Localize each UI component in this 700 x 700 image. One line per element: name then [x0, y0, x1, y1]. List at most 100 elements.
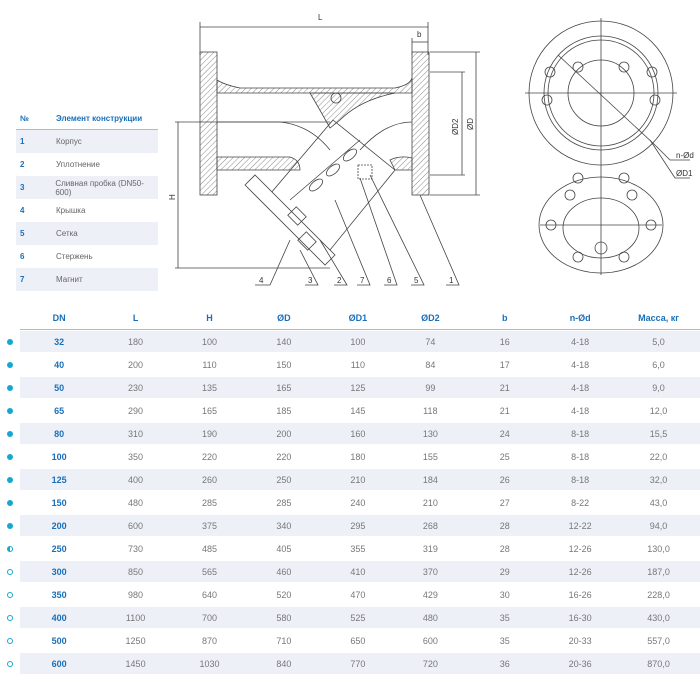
marker-cell [0, 590, 20, 600]
table-cell: 27 [499, 497, 510, 508]
components-legend: № Элемент конструкции 1 Корпус 2 Уплотнени… [16, 107, 158, 291]
table-cell: 130,0 [647, 543, 670, 554]
table-cell: 15,5 [649, 428, 668, 439]
table-cell: 110 [202, 359, 217, 370]
table-cell: 640 [201, 589, 218, 600]
table-cell: 260 [201, 474, 218, 485]
table-cell: 16-26 [568, 589, 592, 600]
column-header: L [132, 313, 139, 323]
table-cell: 4-18 [571, 382, 590, 393]
legend-item: 2 Уплотнение [16, 153, 158, 176]
table-cell: 35 [499, 612, 510, 623]
marker-cell [0, 659, 20, 669]
table-row: 50 230 135 165 125 99 21 4-18 9,0 [0, 376, 700, 399]
table-cell: 228,0 [647, 589, 670, 600]
table-row: 125 400 260 250 210 184 26 8-18 32,0 [0, 468, 700, 491]
table-row: 100 350 220 220 180 155 25 8-18 22,0 [0, 445, 700, 468]
table-cell: 24 [499, 428, 510, 439]
table-cell: 125 [350, 382, 366, 393]
legend-item: 3 Сливная пробка (DN50-600) [16, 176, 158, 199]
table-cell: 140 [276, 336, 292, 347]
hollow-circle-icon [6, 614, 13, 621]
legend-num: 4 [20, 206, 25, 215]
dn-cell: 600 [51, 658, 67, 669]
dn-cell: 125 [51, 474, 67, 485]
table-cell: 180 [128, 336, 144, 347]
marker-cell [0, 406, 20, 416]
table-cell: 600 [422, 635, 438, 646]
table-cell: 8-22 [571, 497, 590, 508]
table-cell: 580 [276, 612, 292, 623]
table-cell: 12-26 [568, 543, 592, 554]
dn-cell: 250 [51, 543, 67, 554]
callout-2: 2 [337, 276, 342, 285]
table-cell: 870 [201, 635, 218, 646]
table-cell: 100 [201, 336, 218, 347]
legend-name: Крышка [56, 206, 86, 215]
table-cell: 1100 [125, 612, 146, 623]
row-shade [20, 607, 700, 628]
legend-name: Уплотнение [56, 160, 100, 169]
table-cell: 20-36 [568, 658, 592, 669]
dn-cell: 500 [51, 635, 67, 646]
table-cell: 110 [350, 359, 366, 370]
end-view [525, 18, 690, 275]
table-cell: 118 [423, 405, 438, 416]
filled-circle-icon [6, 361, 13, 368]
marker-cell [0, 613, 20, 623]
legend-item: 7 Магнит [16, 268, 158, 291]
table-cell: 720 [422, 658, 438, 669]
dim-D2: ØD2 [451, 118, 460, 135]
table-cell: 557,0 [647, 635, 670, 646]
spec-table: DN L H ØD ØD1 ØD2 b n-Ød Масса, кг 32 180 100 140 10… [0, 306, 700, 675]
table-cell: 165 [276, 382, 292, 393]
callout-4: 4 [259, 276, 264, 285]
table-cell: 700 [201, 612, 218, 623]
column-header: ØD [277, 313, 291, 323]
callout-6: 6 [387, 276, 392, 285]
table-cell: 190 [201, 428, 218, 439]
table-cell: 210 [350, 474, 366, 485]
table-cell: 710 [276, 635, 292, 646]
legend-name: Корпус [56, 137, 82, 146]
legend-name: Стержень [56, 252, 93, 261]
hollow-circle-icon [6, 591, 13, 598]
table-cell: 187,0 [647, 566, 670, 577]
table-cell: 310 [128, 428, 144, 439]
column-header: n-Ød [569, 313, 591, 323]
table-cell: 16 [499, 336, 510, 347]
legend-num: 6 [20, 252, 25, 261]
table-cell: 28 [499, 543, 510, 554]
table-cell: 8-18 [571, 428, 590, 439]
legend-header-num: № [20, 113, 29, 123]
marker-cell [0, 429, 20, 439]
column-header: ØD2 [421, 313, 440, 323]
table-cell: 12-22 [568, 520, 592, 531]
legend-name: Сетка [56, 229, 78, 238]
filled-circle-icon [6, 499, 13, 506]
table-cell: 470 [350, 589, 366, 600]
table-cell: 319 [422, 543, 438, 554]
callout-5: 5 [414, 276, 419, 285]
dim-H: H [168, 194, 177, 200]
filled-circle-icon [6, 338, 13, 345]
legend-header-name: Элемент конструкции [56, 113, 143, 123]
legend-num: 5 [20, 229, 25, 238]
column-header: DN [52, 313, 66, 323]
table-cell: 5,0 [652, 336, 665, 347]
dn-cell: 50 [54, 382, 65, 393]
table-cell: 650 [350, 635, 366, 646]
table-cell: 180 [350, 451, 366, 462]
table-cell: 220 [201, 451, 218, 462]
dn-cell: 65 [54, 405, 65, 416]
table-row: 600 1450 1030 840 770 720 36 20-36 870,0 [0, 652, 700, 675]
table-cell: 210 [422, 497, 438, 508]
table-cell: 350 [128, 451, 144, 462]
row-shade [20, 377, 700, 398]
table-cell: 295 [350, 520, 366, 531]
table-cell: 850 [128, 566, 144, 577]
dn-cell: 150 [51, 497, 67, 508]
table-cell: 43,0 [649, 497, 668, 508]
table-cell: 268 [422, 520, 438, 531]
table-cell: 150 [276, 359, 292, 370]
